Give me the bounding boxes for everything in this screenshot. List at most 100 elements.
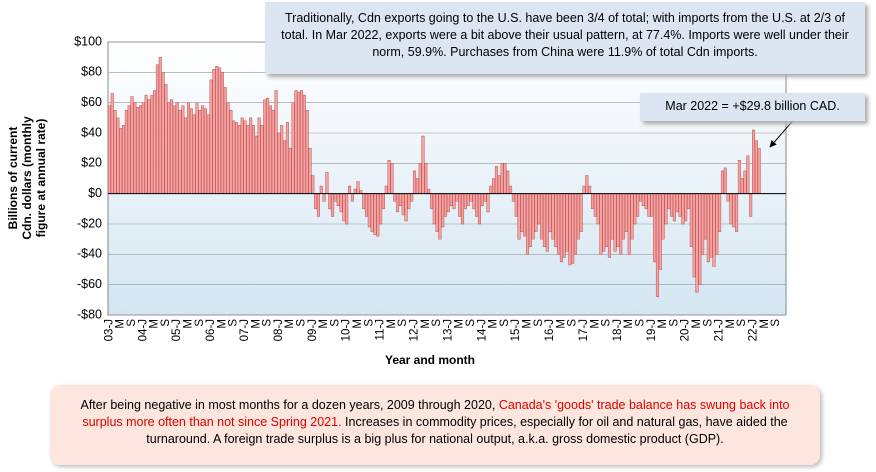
bar [647, 193, 651, 217]
x-tick-label: M [454, 319, 466, 329]
bar [379, 193, 383, 225]
x-tick-label: M [420, 319, 432, 329]
bar [588, 185, 592, 194]
x-tick-label: S [363, 319, 375, 327]
bar [548, 193, 552, 232]
bar [212, 69, 216, 194]
y-tick-label: $80 [81, 65, 102, 79]
bar [271, 110, 275, 194]
bar [737, 160, 741, 194]
bar [421, 135, 425, 194]
x-tick-label: M [691, 319, 703, 329]
bar [670, 193, 674, 217]
bar [283, 140, 287, 194]
bar [319, 185, 323, 194]
bar [167, 102, 171, 194]
bar [718, 193, 722, 232]
bar [184, 117, 188, 194]
bar [749, 193, 753, 217]
bar [175, 102, 179, 194]
x-tick-label: S [668, 319, 680, 327]
bar [288, 147, 292, 194]
bar [150, 94, 154, 194]
bar [119, 128, 123, 194]
bar [170, 99, 174, 194]
bar [523, 193, 527, 237]
bar [407, 193, 411, 210]
bar [384, 185, 388, 194]
bar [331, 193, 335, 217]
x-tick-label: S [533, 319, 545, 327]
bar [404, 193, 408, 222]
y-tick-label: $40 [81, 125, 102, 139]
bar [525, 193, 530, 255]
bar [610, 193, 614, 240]
bar [463, 193, 467, 210]
bar [726, 193, 730, 202]
x-tick-label: M [725, 319, 737, 329]
bar [339, 193, 343, 213]
bar [503, 163, 507, 194]
bar [136, 106, 140, 194]
x-tick-label: 12-J [409, 319, 421, 341]
bar [186, 102, 191, 194]
bar [138, 105, 143, 194]
bar [483, 193, 487, 202]
bar [624, 193, 628, 232]
bar [226, 102, 230, 194]
bar [122, 125, 126, 194]
bar [701, 193, 705, 255]
bar [703, 193, 708, 240]
bar [675, 193, 679, 213]
x-tick-label: S [567, 319, 579, 327]
x-tick-label: M [759, 319, 771, 329]
y-tick-label: -$40 [77, 247, 102, 261]
bar [585, 175, 589, 194]
bar [243, 120, 247, 194]
x-tick-label: S [296, 319, 308, 327]
bar [509, 185, 513, 194]
bar [302, 94, 306, 194]
bar [449, 193, 453, 207]
bar [401, 193, 405, 216]
bar [348, 185, 352, 194]
y-tick-label: $20 [81, 156, 102, 170]
x-tick-label: 14-J [476, 319, 488, 341]
bar [147, 99, 151, 194]
bar [367, 193, 371, 228]
bar [706, 193, 710, 263]
bar [153, 90, 157, 194]
bar [280, 125, 284, 194]
x-tick-label: 08-J [273, 319, 285, 341]
x-tick-label: 13-J [442, 319, 454, 341]
bar [653, 193, 657, 263]
x-tick-label: M [216, 319, 228, 329]
bar [571, 193, 575, 264]
bar [466, 193, 470, 207]
bar [232, 120, 236, 194]
bar [455, 193, 459, 202]
bar [751, 129, 756, 194]
bar [268, 105, 272, 194]
bar [517, 193, 521, 240]
x-tick-label: M [115, 319, 127, 329]
bar [627, 193, 631, 255]
bar [740, 178, 744, 194]
bar [554, 193, 558, 248]
bar [695, 193, 699, 293]
bar [438, 193, 442, 240]
bar [540, 193, 544, 240]
x-tick-label: M [589, 319, 601, 329]
bar [692, 193, 696, 278]
bar [565, 193, 569, 252]
x-tick-label: 20-J [680, 319, 692, 341]
bar [130, 96, 134, 194]
annotation-box: Traditionally, Cdn exports going to the … [265, 2, 865, 74]
bar [364, 193, 369, 217]
bar [362, 193, 366, 210]
bar [638, 193, 643, 202]
bar [235, 122, 239, 194]
bar [537, 193, 541, 225]
x-tick-label: M [183, 319, 195, 329]
bar [144, 94, 148, 194]
